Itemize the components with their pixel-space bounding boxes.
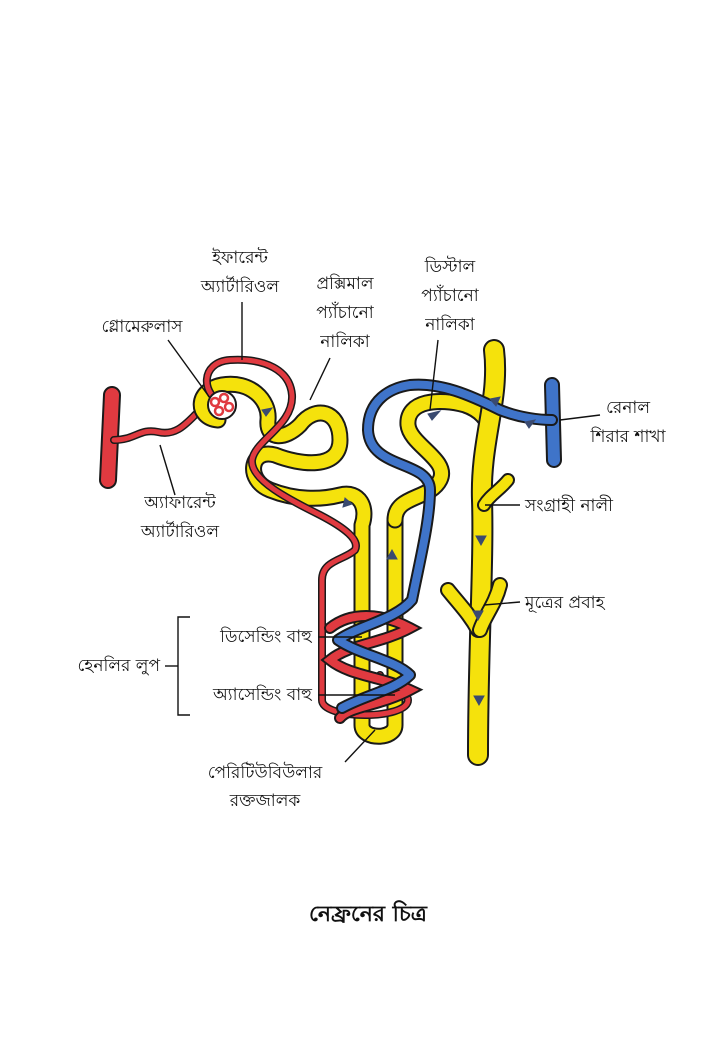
arrow-icon — [524, 419, 537, 429]
arrow-icon — [427, 410, 442, 421]
arrow-icon — [489, 396, 501, 407]
arrow-icon — [473, 695, 485, 707]
label-urine-flow: মূত্রের প্রবাহ — [524, 593, 606, 613]
efferent-arteriole — [202, 355, 412, 719]
label-collecting-duct: সংগ্রাহী নালী — [524, 495, 614, 516]
label-proximal-1: প্রক্সিমাল — [316, 273, 373, 294]
label-efferent-2: অ্যার্টারিওল — [200, 276, 280, 297]
label-ascending-limb: অ্যাসেন্ডিং বাহু — [212, 684, 313, 705]
labels: ইফারেন্ট অ্যার্টারিওল প্রক্সিমাল প্যাঁচা… — [78, 247, 667, 927]
label-afferent-1: অ্যাফারেন্ট — [143, 492, 216, 513]
label-afferent-2: অ্যার্টারিওল — [140, 521, 220, 542]
label-glomerulus: গ্লোমেরুলাস — [102, 317, 184, 337]
label-renal-vein-1: রেনাল — [606, 398, 650, 418]
arrow-icon — [475, 535, 487, 547]
arrow-icon — [386, 548, 398, 560]
label-peritubular-2: রক্তজালক — [229, 791, 302, 811]
arrow-icon — [472, 610, 484, 622]
label-renal-vein-2: শিরার শাখা — [589, 426, 666, 447]
proximal-tubule — [192, 375, 404, 745]
collecting-duct — [440, 339, 515, 766]
label-distal-3: নালিকা — [424, 314, 476, 335]
label-proximal-2: প্যাঁচানো — [316, 302, 374, 323]
arrow-icon — [261, 407, 274, 417]
label-peritubular-1: পেরিটিউবিউলার — [208, 762, 323, 783]
venous-capillary — [332, 378, 558, 714]
label-descending-limb: ডিসেন্ডিং বাহু — [219, 626, 313, 647]
glomerulus-tuft — [207, 390, 237, 420]
distal-tubule — [386, 393, 499, 529]
label-loop-of-henle: হেনলির লুপ — [78, 655, 161, 676]
arrow-icon — [342, 497, 353, 508]
label-distal-1: ডিস্টাল — [424, 256, 476, 277]
label-proximal-3: নালিকা — [319, 331, 371, 352]
renal-artery-branch — [99, 386, 121, 489]
flow-arrows — [261, 396, 537, 707]
label-distal-2: প্যাঁচানো — [421, 285, 479, 306]
label-efferent-1: ইফারেন্ট — [211, 247, 268, 268]
diagram-title: নেফ্রনের চিত্র — [309, 900, 428, 927]
leader-lines — [159, 302, 601, 763]
